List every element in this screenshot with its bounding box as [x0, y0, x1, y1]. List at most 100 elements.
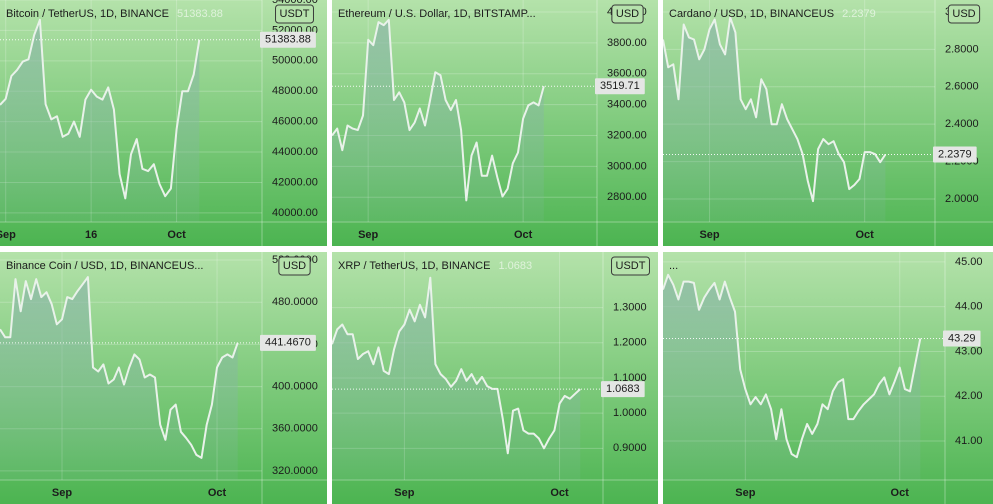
unit-label: USDT — [280, 8, 310, 20]
x-tick-label: Oct — [891, 487, 910, 499]
y-tick-label: 41.00 — [955, 435, 983, 447]
y-tick-label: 2.6000 — [945, 81, 979, 93]
x-tick-label: Sep — [0, 229, 16, 241]
x-tick-label: Sep — [394, 487, 414, 499]
y-tick-label: 320.0000 — [272, 465, 318, 477]
y-tick-label: 44000.00 — [272, 146, 318, 158]
chart-panel: 2.00002.20002.40002.60002.80003.0000SepO… — [663, 0, 993, 246]
plot-area — [0, 18, 201, 222]
area — [0, 19, 200, 222]
plot-area — [663, 16, 887, 222]
y-tick-label: 1.2000 — [613, 337, 647, 349]
unit-box — [611, 256, 650, 276]
unit-box — [947, 4, 981, 24]
unit-label: USD — [616, 8, 639, 20]
chart-title: Binance Coin / USD, 1D, BINANCEUS... — [6, 260, 203, 272]
chart-title: Cardano / USD, 1D, BINANCEUS — [669, 8, 834, 20]
price-line — [332, 276, 581, 455]
plot-area — [332, 18, 545, 222]
y-tick-label: 43.00 — [955, 345, 983, 357]
price-line — [663, 273, 922, 459]
area — [332, 19, 544, 222]
y-tick-label: 3400.00 — [607, 99, 647, 111]
chart-panel: 2800.00 3000.00 3200.00 3400.00 3600.00 3800.… — [332, 0, 658, 246]
chart-title: XRP / TetherUS, 1D, BINANCE — [338, 260, 490, 272]
price-line — [332, 18, 545, 202]
plot-area — [332, 276, 581, 480]
x-tick-label: Sep — [735, 487, 755, 499]
y-tick-label: 2.8000 — [945, 43, 979, 55]
price-line — [0, 18, 201, 200]
y-tick-label: 3000.00 — [607, 160, 647, 172]
unit-box — [611, 4, 644, 24]
chart-title: ... — [669, 260, 678, 272]
title-group: Cardano / USD, 1D, BINANCEUS 2.2379 — [669, 8, 876, 20]
last-value-label: 441.4670 — [265, 337, 311, 349]
x-tick-label: 16 — [85, 229, 97, 241]
unit-box — [275, 4, 314, 24]
y-tick-label: 1.0000 — [613, 407, 647, 419]
x-tick-label: Sep — [52, 487, 72, 499]
y-tick-label: 42000.00 — [272, 176, 318, 188]
x-tick-label: Oct — [856, 229, 875, 241]
x-tick-label: Oct — [208, 487, 227, 499]
y-tick-label: 3600.00 — [607, 68, 647, 80]
last-value-label: 1.0683 — [606, 383, 640, 395]
title-last-value: 2.2379 — [842, 8, 876, 20]
title-group: XRP / TetherUS, 1D, BINANCE 1.0683 — [338, 260, 532, 272]
y-tick-label: 54000.00 — [272, 0, 318, 6]
y-tick-label: 52000.00 — [272, 24, 318, 36]
y-tick-label: 1.3000 — [613, 301, 647, 313]
last-value-label: 2.2379 — [938, 148, 972, 160]
chart-panel: 320.0000360.0000400.0000440.0000480.0000… — [0, 252, 327, 504]
y-tick-label: 46000.00 — [272, 116, 318, 128]
area — [663, 274, 921, 480]
last-value-box — [943, 330, 981, 347]
unit-box — [278, 256, 311, 276]
plot-area — [0, 276, 239, 480]
last-value-box — [260, 31, 316, 48]
area — [0, 277, 238, 480]
x-tick-label: Sep — [699, 229, 719, 241]
title-group: Bitcoin / TetherUS, 1D, BINANCE 51383.88 — [6, 8, 223, 20]
y-tick-label: 2.0000 — [945, 193, 979, 205]
last-value-label: 51383.88 — [265, 34, 311, 46]
unit-label: USD — [952, 8, 975, 20]
last-value-box — [933, 146, 977, 163]
title-group: Binance Coin / USD, 1D, BINANCEUS... — [6, 260, 203, 272]
y-tick-label: 42.00 — [955, 390, 983, 402]
y-tick-label: 44.00 — [955, 301, 983, 313]
title-last-value: 1.0683 — [498, 260, 532, 272]
last-value-label: 43.29 — [948, 332, 976, 344]
chart-panel: 0.9000 1.0000 1.1000 1.2000 1.3000 Sep Oct 1.06… — [332, 252, 658, 504]
last-value-box — [260, 334, 316, 351]
y-tick-label: 1.1000 — [613, 372, 647, 384]
x-tick-label: Sep — [358, 229, 378, 241]
y-tick-label: 50000.00 — [272, 55, 318, 67]
title-group: ... — [669, 260, 678, 272]
title-group: Ethereum / U.S. Dollar, 1D, BITSTAMP... — [338, 8, 536, 20]
y-tick-label: 48000.00 — [272, 85, 318, 97]
x-tick-label: Oct — [167, 229, 186, 241]
title-last-value: 51383.88 — [177, 8, 223, 20]
chart-title: Bitcoin / TetherUS, 1D, BINANCE — [6, 8, 169, 20]
y-tick-label: 45.00 — [955, 256, 983, 268]
last-value-box — [601, 381, 645, 398]
chart-panel: 41.00 42.00 43.00 44.00 45.00 Sep Oct 43.29... — [663, 252, 993, 504]
y-tick-label: 480.0000 — [272, 296, 318, 308]
x-tick-label: Oct — [514, 229, 533, 241]
x-tick-label: Oct — [550, 487, 569, 499]
y-tick-label: 2800.00 — [607, 191, 647, 203]
price-line — [0, 276, 239, 459]
y-tick-label: 3800.00 — [607, 37, 647, 49]
unit-label: USD — [283, 260, 306, 272]
y-tick-label: 40000.00 — [272, 207, 318, 219]
plot-area — [663, 273, 922, 480]
y-tick-label: 2.4000 — [945, 118, 979, 130]
y-tick-label: 0.9000 — [613, 442, 647, 454]
y-tick-label: 3200.00 — [607, 129, 647, 141]
chart-panel: 40000.00 42000.00 44000.00 46000.00 48000.00… — [0, 0, 327, 246]
unit-label: USDT — [616, 260, 646, 272]
